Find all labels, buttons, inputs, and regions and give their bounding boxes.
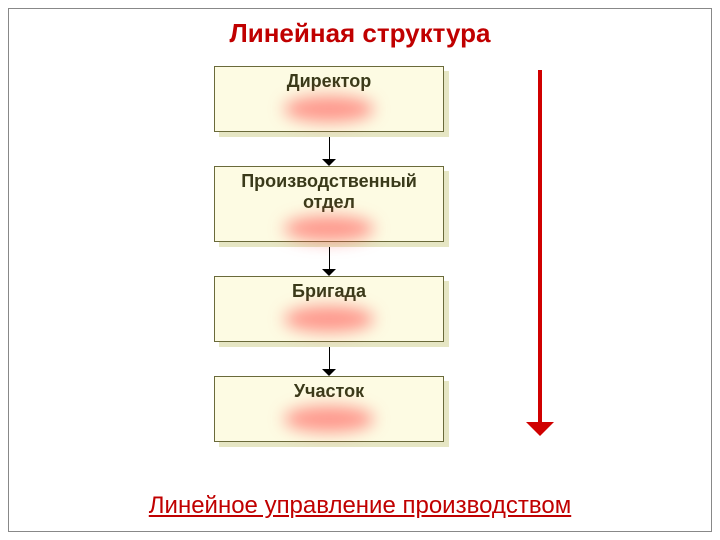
node-glow xyxy=(284,406,374,432)
connector-line-0 xyxy=(329,137,330,159)
big-arrow-head xyxy=(526,422,554,436)
connector-head-0 xyxy=(322,159,336,166)
org-node-label: Директор xyxy=(279,71,379,92)
org-node-0: Директор xyxy=(214,66,444,132)
org-node-2: Бригада xyxy=(214,276,444,342)
org-node-3: Участок xyxy=(214,376,444,442)
big-arrow-line xyxy=(538,70,542,422)
node-glow xyxy=(284,216,374,241)
connector-head-2 xyxy=(322,369,336,376)
diagram-caption: Линейное управление производством xyxy=(0,492,720,520)
org-node-label: Участок xyxy=(286,381,372,402)
node-glow xyxy=(284,306,374,332)
org-node-label: Производственный отдел xyxy=(215,171,443,212)
org-node-label: Бригада xyxy=(284,281,374,302)
diagram-title: Линейная структура xyxy=(0,18,720,49)
node-glow xyxy=(284,96,374,122)
connector-line-2 xyxy=(329,347,330,369)
connector-head-1 xyxy=(322,269,336,276)
org-node-1: Производственный отдел xyxy=(214,166,444,242)
connector-line-1 xyxy=(329,247,330,269)
